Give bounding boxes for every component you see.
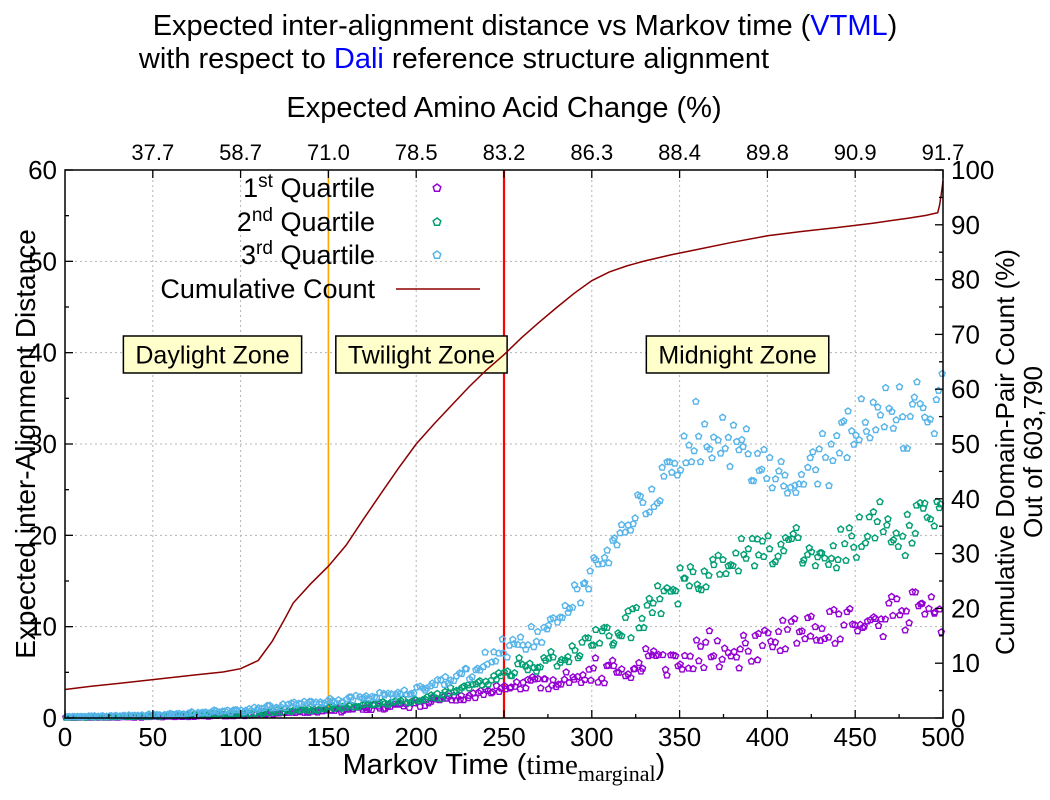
legend-label: 3rd Quartile	[241, 238, 375, 270]
zone-label-text: Midnight Zone	[658, 341, 816, 369]
x-tick-label: 50	[138, 722, 167, 752]
legend-row-1: 1st Quartile	[243, 171, 442, 203]
threshold-lines	[327, 170, 506, 718]
top-tick-label: 91.7	[922, 140, 965, 165]
top-tick-label: 71.0	[307, 140, 350, 165]
x-tick-label: 400	[746, 722, 789, 752]
x-tick-label: 150	[307, 722, 350, 752]
y-right-tick-label: 30	[951, 539, 980, 569]
title-line1-suffix: )	[887, 10, 898, 42]
y-left-tick-label: 30	[28, 429, 57, 459]
x-tick-label: 350	[658, 722, 701, 752]
chart-title-line2: with respect to Dali reference structure…	[0, 43, 908, 76]
title-highlight-vtml: VTML	[810, 10, 888, 42]
y-right-tick-label: 70	[951, 319, 980, 349]
y-right-tick-label: 40	[951, 484, 980, 514]
top-tick-label: 90.9	[834, 140, 877, 165]
x-tick-label: 450	[834, 722, 877, 752]
title-line2-prefix: with respect to	[138, 43, 334, 75]
scatter-series	[61, 369, 947, 721]
bottom-axis-label: Markov Time (timemarginal)	[65, 749, 943, 787]
title-line2-suffix: reference structure alignment	[383, 43, 770, 75]
zone-labels: Daylight Zone Twilight Zone Midnight Zone	[122, 335, 830, 374]
zone-label-text: Daylight Zone	[135, 341, 289, 369]
cumulative-count-line	[64, 180, 944, 691]
y-right-tick-label: 50	[951, 429, 980, 459]
bottom-axis-label-subscript: marginal	[577, 761, 656, 786]
y-right-tick-label: 90	[951, 210, 980, 240]
cumulative-curve	[64, 180, 944, 691]
top-axis-label: Expected Amino Acid Change (%)	[286, 92, 722, 124]
y-left-tick-label: 60	[28, 155, 57, 185]
x-tick-label: 0	[58, 722, 72, 752]
top-tick-label: 78.5	[395, 140, 438, 165]
y-right-tick-label: 80	[951, 265, 980, 295]
legend-marker-pentagon	[432, 183, 442, 192]
y-left-tick-label: 10	[28, 612, 57, 642]
legend-row-3: 3rd Quartile	[241, 238, 442, 270]
tick-labels: 0 50 100 150 200 250 300 350 400 450 5000102030405…	[28, 140, 994, 752]
zone-label-box	[335, 335, 508, 374]
x-tick-label: 500	[921, 722, 964, 752]
title-highlight-dali: Dali	[333, 43, 384, 75]
bottom-axis-label-suffix: )	[655, 749, 666, 781]
top-tick-label: 58.7	[219, 140, 262, 165]
top-tick-label: 86.3	[570, 140, 613, 165]
zone-label-box	[122, 335, 303, 374]
x-tick-label: 100	[219, 722, 262, 752]
y-left-tick-label: 20	[28, 520, 57, 550]
y-left-tick-label: 0	[43, 703, 57, 733]
legend-label: 1st Quartile	[243, 171, 375, 203]
legend-label: 2nd Quartile	[237, 205, 375, 237]
x-tick-label: 200	[395, 722, 438, 752]
x-tick-label: 250	[482, 722, 525, 752]
y-right-tick-label: 10	[951, 648, 980, 678]
y-left-tick-label: 50	[28, 246, 57, 276]
zone-label-3: Midnight Zone	[645, 335, 830, 374]
plot-frame-and-ticks	[64, 169, 944, 719]
bottom-axis-label-prefix: Markov Time (	[342, 749, 527, 781]
legend-marker-pentagon	[432, 250, 442, 259]
bottom-axis-label-word: time	[526, 749, 578, 781]
y-right-tick-label: 20	[951, 593, 980, 623]
top-tick-label: 83.2	[483, 140, 526, 165]
chart-title-line1: Expected inter-alignment distance vs Mar…	[0, 10, 1050, 43]
zone-label-2: Twilight Zone	[335, 335, 508, 374]
top-tick-label: 37.7	[131, 140, 174, 165]
y-left-tick-label: 40	[28, 338, 57, 368]
y-right-tick-label: 100	[951, 155, 994, 185]
title-line1-prefix: Expected inter-alignment distance vs Mar…	[152, 10, 811, 42]
legend-row-2: 2nd Quartile	[237, 205, 442, 237]
y-right-tick-label: 60	[951, 374, 980, 404]
zone-label-box	[645, 335, 830, 374]
zone-label-1: Daylight Zone	[122, 335, 303, 374]
x-tick-label: 300	[570, 722, 613, 752]
top-tick-label: 89.8	[746, 140, 789, 165]
top-tick-label: 88.4	[658, 140, 701, 165]
legend-row-4: Cumulative Count	[160, 274, 480, 304]
zone-label-text: Twilight Zone	[348, 341, 495, 369]
legend-marker-pentagon	[432, 217, 442, 226]
legend-label: Cumulative Count	[160, 274, 375, 304]
y-right-tick-label: 0	[951, 703, 965, 733]
